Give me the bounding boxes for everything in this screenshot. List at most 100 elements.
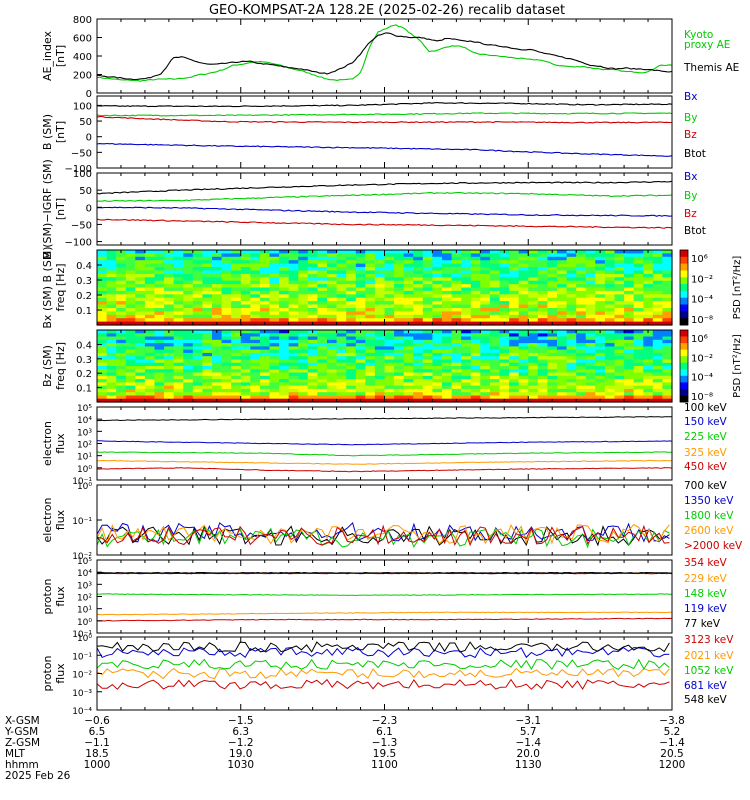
heatmap-cell: [192, 294, 203, 299]
heatmap-cell: [442, 284, 453, 289]
heatmap-cell: [97, 339, 108, 344]
heatmap-cell: [164, 267, 175, 271]
heatmap-cell: [547, 253, 558, 258]
heatmap-cell: [566, 273, 577, 278]
heatmap-cell: [480, 362, 491, 367]
heatmap-cell: [355, 267, 366, 271]
heatmap-cell: [164, 392, 175, 397]
heatmap-cell: [317, 277, 328, 282]
heatmap-cell: [624, 382, 635, 387]
heatmap-cell: [288, 346, 299, 351]
heatmap-cell: [288, 349, 299, 354]
heatmap-cell: [537, 346, 548, 351]
heatmap-cell: [346, 339, 357, 344]
heatmap-cell: [135, 382, 146, 387]
heatmap-cell: [499, 379, 510, 383]
heatmap-cell: [422, 385, 433, 390]
heatmap-cell: [537, 270, 548, 275]
heatmap-cell: [442, 395, 453, 400]
heatmap-cell: [183, 250, 194, 254]
heatmap-cell: [384, 290, 395, 295]
heatmap-cell: [240, 263, 251, 268]
heatmap-cell: [604, 308, 616, 312]
heatmap-cell: [384, 379, 395, 383]
heatmap-cell: [336, 301, 347, 306]
heatmap-cell: [355, 297, 366, 302]
heatmap-cell: [652, 314, 663, 319]
heatmap-cell: [336, 318, 347, 323]
heatmap-cell: [422, 352, 433, 357]
heatmap-cell: [461, 267, 472, 271]
heatmap-cell: [231, 284, 242, 289]
heatmap-cell: [221, 385, 232, 390]
heatmap-cell: [269, 304, 280, 309]
heatmap-cell: [614, 314, 625, 319]
heatmap-cell: [221, 349, 232, 354]
heatmap-cell: [403, 290, 414, 295]
heatmap-cell: [298, 339, 309, 344]
heatmap-cell: [633, 375, 644, 380]
heatmap-cell: [212, 385, 223, 390]
heatmap-cell: [432, 392, 443, 397]
heatmap-cell: [307, 267, 318, 271]
heatmap-cell: [279, 343, 290, 347]
heatmap-cell: [374, 343, 386, 347]
heatmap-cell: [250, 318, 261, 323]
heatmap-cell: [202, 294, 213, 299]
heatmap-cell: [652, 343, 663, 347]
x-axis-row-label: Y-GSM: [4, 726, 38, 738]
heatmap-cell: [576, 336, 587, 341]
heatmap-cell: [173, 270, 184, 275]
heatmap-cell: [576, 294, 587, 299]
heatmap-cell: [231, 349, 242, 354]
heatmap-cell: [279, 290, 290, 295]
heatmap-cell: [432, 290, 443, 295]
heatmap-cell: [259, 362, 271, 367]
heatmap-cell: [317, 294, 328, 299]
y-tick-label: 600: [73, 34, 92, 45]
heatmap-cell: [259, 336, 271, 341]
heatmap-cell: [489, 308, 501, 312]
heatmap-cell: [269, 388, 280, 393]
heatmap-cell: [403, 311, 414, 316]
heatmap-cell: [451, 301, 462, 306]
heatmap-cell: [528, 284, 539, 289]
heatmap-cell: [643, 346, 654, 351]
heatmap-cell: [442, 336, 453, 341]
heatmap-cell: [384, 385, 395, 390]
heatmap-cell: [518, 346, 529, 351]
heatmap-cell: [413, 359, 424, 364]
heatmap-cell: [164, 349, 175, 354]
heatmap-cell: [259, 253, 271, 258]
heatmap-cell: [144, 388, 156, 393]
heatmap-cell: [240, 260, 251, 265]
heatmap-cell: [489, 321, 501, 326]
heatmap-cell: [509, 287, 520, 292]
heatmap-cell: [135, 311, 146, 316]
heatmap-cell: [652, 369, 663, 374]
heatmap-cell: [346, 277, 357, 282]
heatmap-cell: [662, 359, 673, 364]
heatmap-cell: [557, 362, 568, 367]
heatmap-cell: [384, 352, 395, 357]
heatmap-cell: [509, 321, 520, 326]
heatmap-cell: [499, 290, 510, 295]
heatmap-cell: [221, 314, 232, 319]
heatmap-cell: [202, 308, 213, 312]
heatmap-cell: [279, 250, 290, 254]
heatmap-cell: [144, 359, 156, 364]
heatmap-cell: [595, 294, 606, 299]
heatmap-cell: [604, 349, 616, 354]
y-tick-label: 0.3: [76, 355, 92, 366]
heatmap-cell: [566, 398, 577, 403]
heatmap-cell: [633, 301, 644, 306]
heatmap-cell: [384, 366, 395, 370]
heatmap-cell: [183, 287, 194, 292]
heatmap-cell: [643, 369, 654, 374]
heatmap-cell: [537, 366, 548, 370]
heatmap-cell: [231, 333, 242, 338]
heatmap-cell: [461, 352, 472, 357]
heatmap-cell: [346, 372, 357, 377]
heatmap-cell: [288, 321, 299, 326]
heatmap-cell: [624, 287, 635, 292]
